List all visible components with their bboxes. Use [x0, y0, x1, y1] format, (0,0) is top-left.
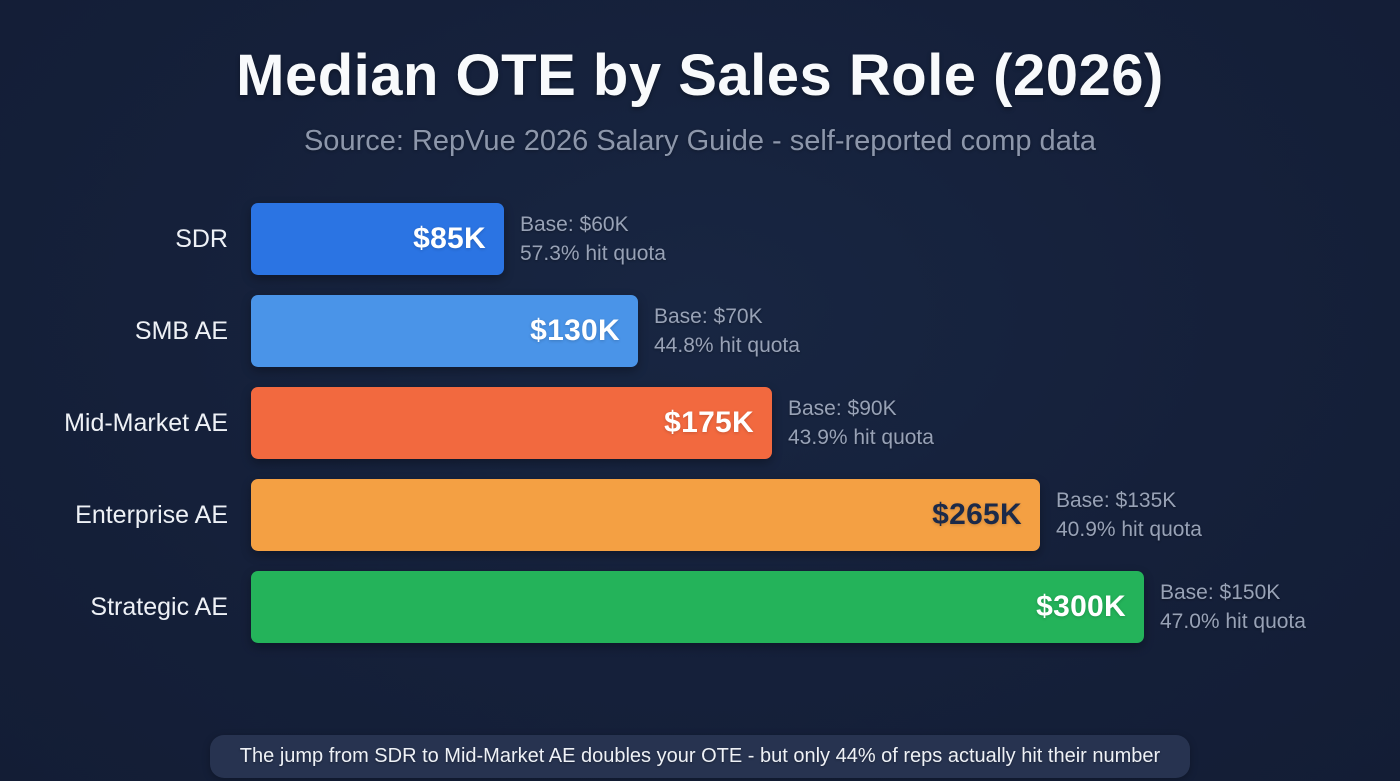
quota-attainment-label: 40.9% hit quota: [1056, 518, 1202, 541]
ote-bar: $265K: [251, 479, 1040, 551]
bar-annotation: Base: $60K 57.3% hit quota: [520, 210, 666, 268]
ote-bar: $85K: [251, 203, 504, 275]
bar-row: SDR $85K Base: $60K 57.3% hit quota: [0, 203, 1400, 275]
base-salary-label: Base: $150K: [1160, 581, 1281, 604]
bar-annotation: Base: $135K 40.9% hit quota: [1056, 486, 1202, 544]
ote-bar: $175K: [251, 387, 772, 459]
base-salary-label: Base: $60K: [520, 213, 629, 236]
insight-callout: The jump from SDR to Mid-Market AE doubl…: [209, 735, 1191, 778]
source-subtitle: Source: RepVue 2026 Salary Guide - self-…: [303, 125, 1097, 157]
quota-attainment-label: 44.8% hit quota: [654, 334, 800, 357]
ote-value: $85K: [413, 222, 486, 255]
quota-attainment-label: 47.0% hit quota: [1160, 610, 1306, 633]
page-title: Median OTE by Sales Role (2026): [236, 43, 1164, 108]
bar-row: Enterprise AE $265K Base: $135K 40.9% hit q…: [0, 479, 1400, 551]
bar-annotation: Base: $150K 47.0% hit quota: [1160, 578, 1306, 636]
role-label: Mid-Market AE: [64, 408, 228, 437]
role-label: SMB AE: [134, 316, 228, 345]
infographic: Median OTE by Sales Role (2026) Source: …: [0, 42, 1400, 781]
bar-row: SMB AE $130K Base: $70K 44.8% hit quota: [0, 295, 1400, 367]
ote-bar: $130K: [251, 295, 638, 367]
role-label: SDR: [175, 224, 228, 253]
bar-chart: SDR $85K Base: $60K 57.3% hit quota SMB AE $1…: [0, 203, 1400, 643]
base-salary-label: Base: $90K: [788, 397, 897, 420]
bar-row: Strategic AE $300K Base: $150K 47.0% hit qu…: [0, 571, 1400, 643]
bar-row: Mid-Market AE $175K Base: $90K 43.9% hit qu…: [0, 387, 1400, 459]
ote-value: $300K: [1036, 590, 1126, 623]
base-salary-label: Base: $135K: [1056, 489, 1177, 512]
bar-rows: SDR $85K Base: $60K 57.3% hit quota SMB AE $1…: [0, 203, 1400, 643]
ote-value: $265K: [932, 498, 1022, 531]
ote-value: $130K: [530, 314, 620, 347]
base-salary-label: Base: $70K: [654, 305, 763, 328]
ote-value: $175K: [664, 406, 754, 439]
footer: The jump from SDR to Mid-Market AE doubl…: [0, 735, 1400, 778]
role-label: Enterprise AE: [75, 500, 228, 529]
quota-attainment-label: 43.9% hit quota: [788, 426, 934, 449]
quota-attainment-label: 57.3% hit quota: [520, 242, 666, 265]
ote-bar: $300K: [251, 571, 1144, 643]
bar-annotation: Base: $90K 43.9% hit quota: [788, 394, 934, 452]
bar-annotation: Base: $70K 44.8% hit quota: [654, 302, 800, 360]
role-label: Strategic AE: [90, 592, 228, 621]
